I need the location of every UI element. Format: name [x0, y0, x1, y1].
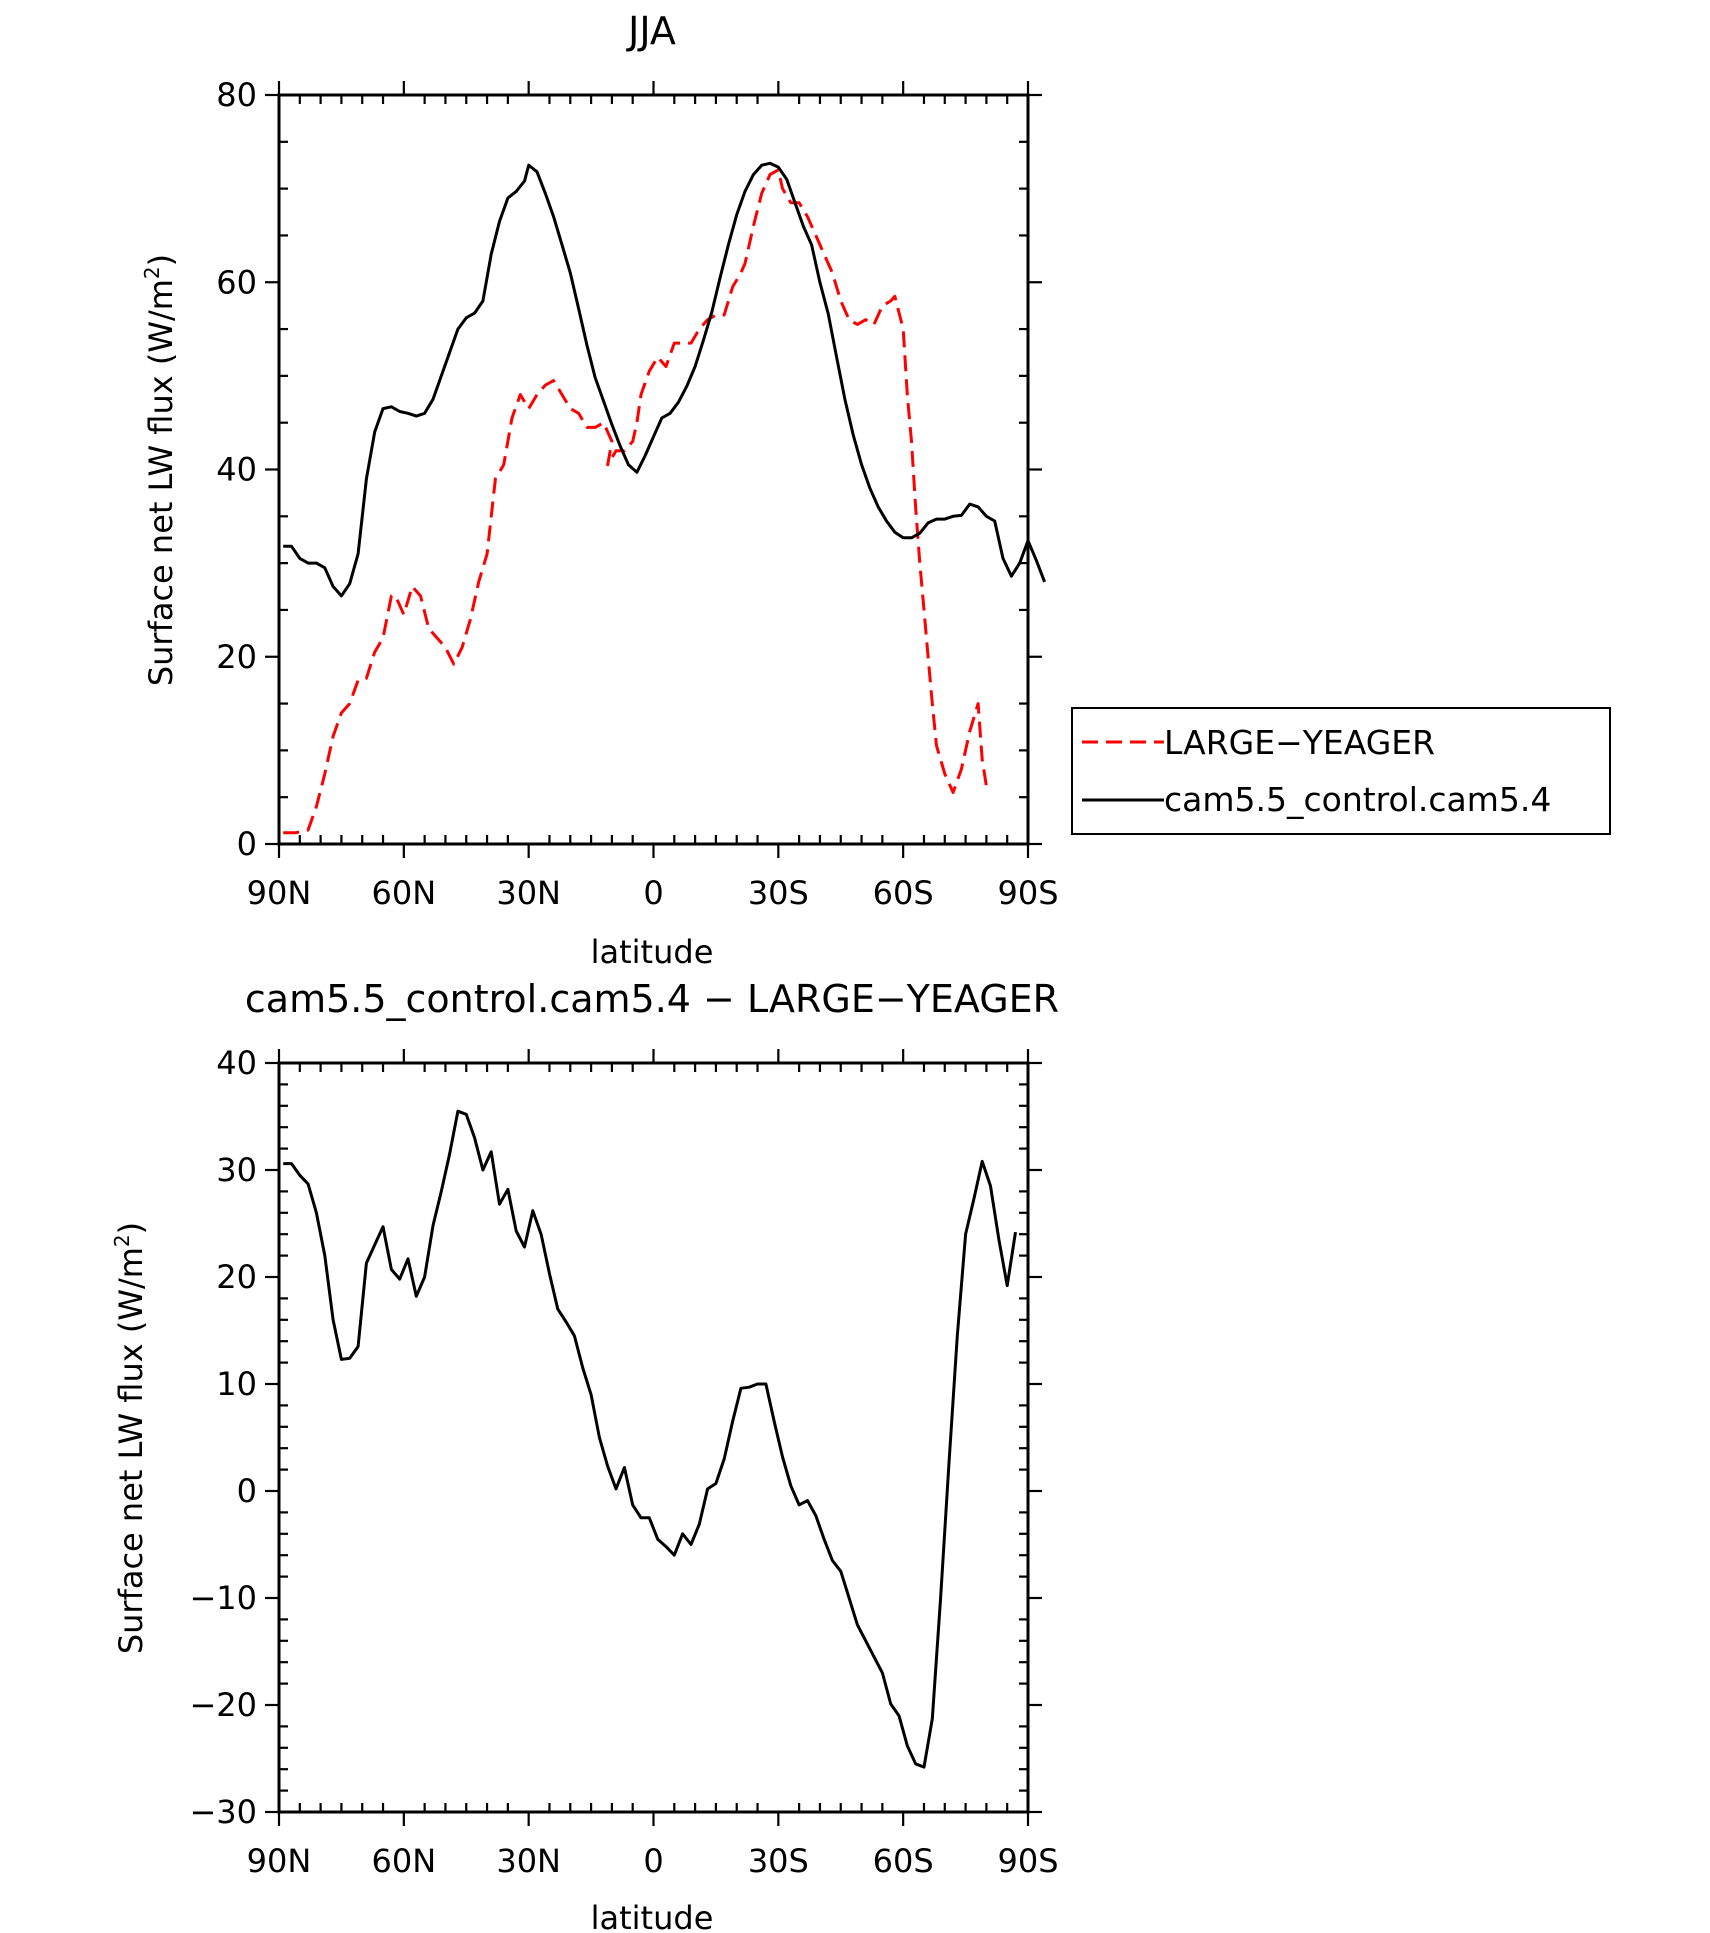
x-tick-label: 0 [643, 874, 663, 912]
x-tick-label: 60N [372, 874, 437, 912]
legend-label-large-yeager: LARGE−YEAGER [1164, 723, 1435, 762]
y-tick-label: 40 [216, 451, 257, 489]
legend-label-cam-control: cam5.5_control.cam5.4 [1164, 780, 1551, 819]
large-yeager-series-line [283, 168, 988, 835]
y-tick-label: 0 [237, 825, 257, 863]
top-chart-x-axis-title: latitude [591, 933, 714, 971]
x-tick-label: 60S [873, 874, 934, 912]
y-tick-label: 60 [216, 263, 257, 301]
legend-box [1071, 707, 1611, 835]
bottom-chart-x-axis-title: latitude [591, 1899, 714, 1933]
y-tick-label: 80 [216, 76, 257, 114]
top-chart-title: JJA [626, 9, 676, 53]
cam5-5-control-cam5-4-series-line [283, 161, 1047, 598]
x-tick-label: 30N [496, 874, 561, 912]
bottom-chart-y-axis-title-superscript: 2 [110, 1234, 134, 1247]
x-tick-label: 0 [643, 1842, 663, 1880]
x-tick-label: 30N [496, 1842, 561, 1880]
y-tick-label: 10 [216, 1365, 257, 1403]
bottom-chart-frame [277, 1061, 1030, 1814]
y-tick-label: −10 [189, 1579, 257, 1617]
top-chart-frame [277, 93, 1030, 846]
y-tick-label: 20 [216, 1258, 257, 1296]
x-tick-label: 60N [372, 1842, 437, 1880]
bottom-chart-x-tick-labels: 90N 60N 30N 0 30S 60S 90S [247, 1842, 1059, 1880]
bottom-chart-y-tick-labels: −30 −20 −10 0 10 20 30 40 [189, 1044, 257, 1831]
y-tick-label: 20 [216, 638, 257, 676]
bottom-chart-panel: cam5.5_control.cam5.4 − LARGE−YEAGER −30… [110, 977, 1059, 1933]
bottom-chart-series [283, 1109, 1017, 1769]
x-tick-label: 90N [247, 1842, 312, 1880]
y-tick-label: −20 [189, 1686, 257, 1724]
x-tick-label: 30S [748, 874, 809, 912]
top-chart-y-axis-title-superscript: 2 [140, 266, 164, 279]
bottom-chart-ticks [265, 1049, 1042, 1826]
bottom-chart-title: cam5.5_control.cam5.4 − LARGE−YEAGER [245, 977, 1059, 1021]
y-tick-label: 30 [216, 1151, 257, 1189]
bottom-chart-y-axis-title: Surface net LW flux (W/m2) [110, 1222, 150, 1654]
top-chart-panel: JJA 0 20 40 60 80 90N 60N 30N 0 30S 60S 90S latitu… [140, 9, 1059, 971]
top-chart-y-axis-title: Surface net LW flux (W/m2) [140, 254, 180, 686]
x-tick-label: 30S [748, 1842, 809, 1880]
x-tick-label: 90N [247, 874, 312, 912]
top-chart-x-tick-labels: 90N 60N 30N 0 30S 60S 90S [247, 874, 1059, 912]
y-tick-label: 40 [216, 1044, 257, 1082]
y-tick-label: 0 [237, 1472, 257, 1510]
top-chart-y-tick-labels: 0 20 40 60 80 [216, 76, 257, 863]
top-chart-ticks [265, 81, 1042, 858]
bottom-chart-y-axis-title-main: Surface net LW flux (W/m [112, 1247, 150, 1654]
difference-series-line [283, 1109, 1017, 1769]
x-tick-label: 60S [873, 1842, 934, 1880]
legend: LARGE−YEAGER cam5.5_control.cam5.4 [1071, 707, 1611, 835]
bottom-chart-y-axis-title-close: ) [112, 1222, 150, 1234]
top-chart-y-axis-title-main: Surface net LW flux (W/m [142, 279, 180, 686]
top-chart-series [283, 161, 1047, 835]
x-tick-label: 90S [997, 874, 1058, 912]
top-chart-y-axis-title-close: ) [142, 254, 180, 266]
x-tick-label: 90S [997, 1842, 1058, 1880]
y-tick-label: −30 [189, 1793, 257, 1831]
